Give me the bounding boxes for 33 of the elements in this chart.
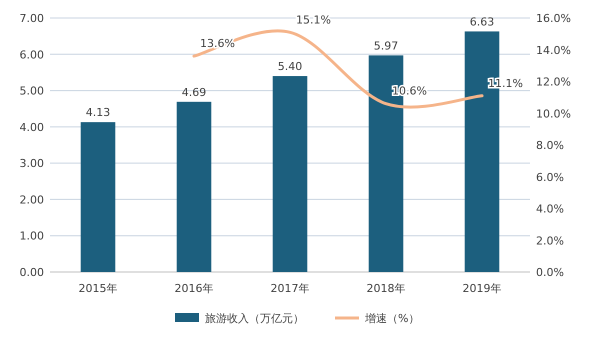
y2-tick-label: 14.0% (536, 44, 571, 57)
y-tick-label: 6.00 (20, 48, 44, 62)
y-tick-label: 1.00 (20, 230, 44, 243)
y2-tick-label: 12.0% (536, 76, 571, 88)
y2-tick-label: 0.0% (536, 266, 564, 279)
data-label: 5.40 (278, 60, 302, 74)
y-tick-label: 7.00 (20, 12, 44, 25)
bar (176, 102, 212, 272)
data-label: 6.63 (470, 15, 494, 28)
y-tick-label: 5.00 (20, 84, 44, 98)
y2-tick-label: 6.0% (536, 170, 564, 184)
x-tick-label: 2018年 (366, 282, 406, 295)
x-tick-label: 2015年 (78, 282, 118, 295)
y-tick-label: 4.00 (20, 120, 44, 134)
y2-tick-label: 16.0% (536, 12, 571, 25)
x-tick-label: 2016年 (174, 282, 214, 295)
y-tick-label: 3.00 (20, 157, 44, 170)
legend-label: 旅游收入（万亿元） (205, 312, 304, 325)
y2-tick-label: 4.0% (536, 202, 564, 216)
data-label: 4.69 (182, 86, 206, 99)
legend-label: 增速（%） (364, 312, 420, 325)
data-label: 15.1% (296, 13, 331, 26)
x-tick-label: 2019年 (462, 282, 502, 295)
data-label: 4.13 (86, 106, 110, 120)
y-tick-label: 2.00 (20, 193, 44, 206)
bar (80, 122, 116, 272)
y2-tick-label: 10.0% (536, 107, 571, 120)
y-tick-label: 0.00 (20, 266, 44, 279)
y2-tick-label: 2.0% (536, 234, 564, 248)
y2-tick-label: 8.0% (536, 139, 564, 152)
bar (272, 76, 308, 272)
data-label: 5.97 (374, 39, 398, 52)
x-tick-label: 2017年 (270, 282, 310, 295)
